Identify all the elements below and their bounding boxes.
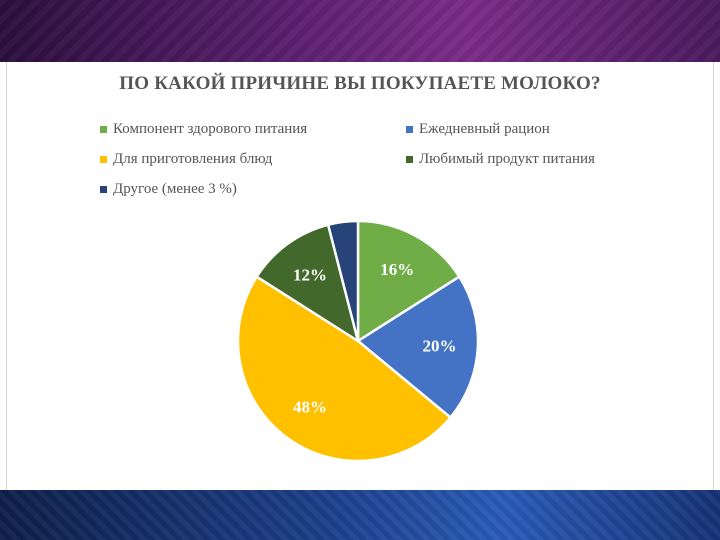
pie-slice-cooking <box>236 274 453 463</box>
legend-item-daily: Ежедневный рацион <box>406 121 550 138</box>
pie-slice-favorite <box>254 223 360 344</box>
legend-swatch-daily <box>406 126 413 133</box>
legend-label-daily: Ежедневный рацион <box>419 121 550 137</box>
chart-title: ПО КАКОЙ ПРИЧИНЕ ВЫ ПОКУПАЕТЕ МОЛОКО? <box>119 73 601 94</box>
slide-bottom-band <box>0 490 720 540</box>
legend-swatch-favorite <box>406 156 413 163</box>
legend-item-cooking: Для приготовления блюд <box>100 151 272 168</box>
legend-label-cooking: Для приготовления блюд <box>113 151 273 167</box>
data-label-healthy: 16% <box>380 260 414 279</box>
data-label-cooking: 48% <box>293 398 327 417</box>
pie-slice-daily <box>355 274 480 420</box>
pie-slice-other <box>326 219 360 342</box>
data-label-favorite: 12% <box>293 265 327 284</box>
chart-frame <box>6 62 714 490</box>
legend-item-favorite: Любимый продукт питания <box>406 151 595 168</box>
slide-top-band <box>0 0 720 62</box>
legend-swatch-other <box>100 186 107 193</box>
legend-swatch-cooking <box>100 156 107 163</box>
legend-item-other: Другое (менее 3 %) <box>100 181 237 198</box>
legend-label-favorite: Любимый продукт питания <box>419 151 595 167</box>
legend-swatch-healthy <box>100 126 107 133</box>
legend-label-healthy: Компонент здорового питания <box>113 121 308 137</box>
data-label-daily: 20% <box>422 337 456 356</box>
pie-slice-healthy <box>356 219 462 344</box>
legend-label-other: Другое (менее 3 %) <box>113 181 237 197</box>
legend-item-healthy: Компонент здорового питания <box>100 121 307 138</box>
